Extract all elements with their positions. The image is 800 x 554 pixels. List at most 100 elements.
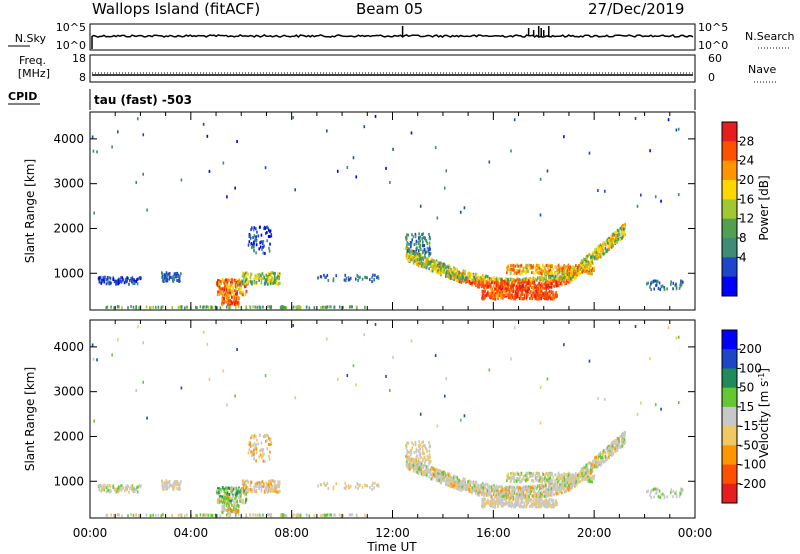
velocity-cell [526,488,528,492]
power-cell [528,297,531,301]
velocity-cell [475,480,478,484]
power-cell [576,271,579,275]
power-cell [549,271,552,275]
power-cell [430,257,433,261]
velocity-cell [571,486,574,490]
power-cell [508,277,511,281]
power-cell [206,134,209,138]
velocity-cell [568,482,571,486]
velocity-cell [115,487,118,491]
power-cell [517,287,520,291]
nave-tick-bottom: 0 [708,71,715,84]
power-cell [429,252,431,256]
power-cell [241,282,244,286]
power-cell [203,305,205,309]
power-cell [420,264,423,268]
power-cell [236,301,239,305]
velocity-cell [250,480,252,484]
power-cell [534,277,537,281]
velocity-cell [614,443,617,447]
velocity-cell [236,498,238,502]
power-cell [567,265,570,269]
velocity-cell [253,457,255,461]
velocity-cell [231,486,234,490]
power-cell [513,118,516,122]
velocity-cell [621,440,623,444]
power-cell [553,284,556,288]
power-cell [428,260,431,264]
velocity-cell [371,488,373,492]
power-cell [249,236,252,240]
power-cell [541,282,543,286]
power-cell [234,279,237,283]
power-cell [452,271,454,275]
velocity-cell [516,485,519,489]
power-cell [536,276,539,280]
power-cell [569,268,572,272]
power-cell [226,296,229,300]
power-cell [554,265,556,269]
power-cell [493,276,495,280]
power-cell [488,276,491,280]
velocity-cell [262,459,265,463]
power-cell [259,276,262,280]
velocity-cell [624,434,626,438]
power-cell [572,265,574,269]
power-cell [535,294,538,298]
velocity-cell [515,485,518,489]
power-cell [165,275,167,279]
velocity-cell [463,480,466,484]
velocity-cell [179,482,181,486]
power-cell [327,279,330,283]
power-cell [461,277,463,281]
velocity-cell [574,479,577,483]
power-cell [439,271,441,275]
power-cell [230,293,232,297]
power-cell [236,290,238,294]
power-cell [443,266,446,270]
power-cell [471,281,474,285]
power-cell [595,247,598,251]
velocity-cell [262,448,265,452]
power-cell [654,195,657,199]
power-cell [537,297,539,301]
power-cell [423,236,426,240]
velocity-cell [222,498,225,502]
power-cell [107,277,109,281]
velocity-cell [232,493,234,497]
power-cell [269,282,272,286]
power-cell [468,278,470,282]
velocity-cell [542,484,545,488]
power-cell [526,280,528,284]
velocity-cell [491,489,493,493]
velocity-cell [595,462,597,466]
velocity-cell [510,501,513,505]
power-cell [237,305,240,309]
velocity-cell [557,491,560,495]
power-cell [419,261,421,265]
power-cell [545,291,547,295]
velocity-cell [598,461,600,465]
power-cell [235,278,238,282]
power-cell [261,241,264,245]
velocity-cell [624,432,626,436]
power-cell [489,295,491,299]
power-cell [495,283,498,287]
velocity-cell [448,479,450,483]
power-cell [232,291,235,295]
power-cell [412,252,414,256]
velocity-cell [325,483,327,487]
velocity-cell [244,487,247,491]
velocity-cell [565,481,567,485]
power-cell [680,281,682,285]
power-cell [414,253,416,257]
power-cell [270,233,273,237]
velocity-cell [617,445,620,449]
velocity-cell [227,510,229,514]
velocity-cell [217,488,220,492]
power-cell [572,269,574,273]
power-cell [481,280,484,284]
power-cell [510,293,513,297]
power-cell [542,278,544,282]
power-cell [232,285,234,289]
